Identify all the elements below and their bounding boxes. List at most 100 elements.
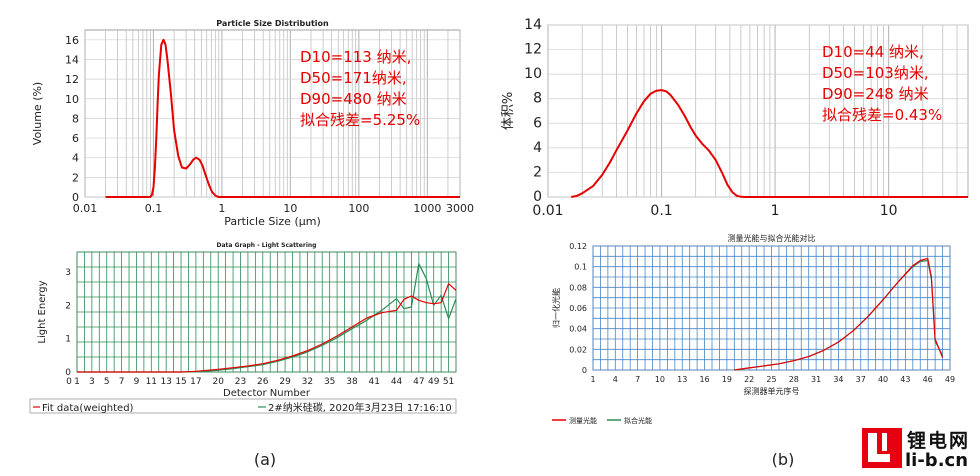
b_bottom-xtick-label: 43	[900, 375, 910, 384]
b_top-annotation: D50=103纳米,	[822, 64, 929, 82]
b_bottom-xtick-label: 46	[923, 375, 933, 384]
b_bottom-xtick-label: 31	[811, 375, 821, 384]
a_bottom-xtick-label: 38	[346, 377, 358, 387]
b_top-ytick-label: 0	[533, 189, 542, 205]
a_bottom-ytick-label: 3	[65, 268, 71, 278]
a_bottom-xtick-label: 26	[257, 377, 269, 387]
a_bottom-ytick-label: 2	[65, 301, 71, 311]
b_top-xtick-label: 10	[880, 203, 898, 219]
b_top-ytick-label: 2	[533, 164, 542, 180]
b_bottom-xtick-label: 19	[722, 375, 732, 384]
a_top-xtick-label: 0.01	[73, 202, 98, 215]
a_top-ytick-label: 0	[72, 191, 79, 204]
b_bottom-ytick-label: 0.12	[569, 242, 587, 251]
a_bottom-title: Data Graph - Light Scattering	[217, 242, 317, 249]
a_bottom-xtick-label: 3	[89, 377, 95, 387]
b_top-series-line	[570, 89, 968, 198]
b_top-xtick-label: 0.1	[650, 203, 672, 219]
b_bottom-xtick-label: 22	[744, 375, 754, 384]
a_top-ytick-label: 2	[72, 171, 79, 184]
a_bottom-xtick-label: 17	[190, 377, 201, 387]
b_bottom-ytick-label: 0.1	[574, 263, 587, 272]
a_bottom-series-line	[77, 283, 457, 373]
a_bottom-legend-label: 2#纳米硅碳, 2020年3月23日 17:16:10	[268, 401, 452, 414]
b_bottom-ytick-label: 0.06	[569, 304, 587, 313]
a_bottom-xtick-label: 29	[279, 377, 291, 387]
b_bottom-xtick-label: 28	[789, 375, 799, 384]
b_bottom-ytick-label: 0.08	[569, 283, 587, 292]
b_top-ytick-label: 12	[524, 42, 542, 58]
b_bottom-ylabel: 归一化光能	[551, 288, 561, 328]
b_bottom-xtick-label: 49	[945, 375, 955, 384]
a_top-ytick-label: 16	[65, 34, 79, 47]
caption-b: (b)	[772, 450, 795, 469]
b_bottom-series-line	[734, 257, 944, 371]
a_top-ytick-label: 8	[72, 112, 79, 125]
a_bottom-xtick-label: 9	[134, 377, 140, 387]
b_top-xtick-label: 0.01	[532, 203, 563, 219]
b_bottom-xtick-label: 37	[856, 375, 866, 384]
a_bottom-xtick-label: 49	[428, 377, 440, 387]
b_top-panel: 0 2 4 6 8 10 12 14 0.01 0.1 1 10 体积% D10=44 纳米, D50=10…	[501, 17, 969, 219]
b_top-ytick-label: 4	[533, 140, 542, 156]
b_bottom-xtick-label: 13	[677, 375, 687, 384]
a_top-xlabel: Particle Size (μm)	[224, 215, 321, 228]
a_top-grid	[84, 30, 461, 197]
a_top-ytick-label: 4	[72, 152, 79, 165]
b_top-xtick-label: 1	[771, 203, 780, 219]
a_top-ytick-label: 10	[65, 93, 79, 106]
a_bottom-xtick-label: 47	[413, 377, 424, 387]
a_top-annotation: 拟合残差=5.25%	[300, 111, 420, 129]
a_top-panel: 0 2 4 6 8 10 12 14 16 0.01 0.1 1 10 100 1000 3000 Partic…	[31, 19, 474, 228]
a_bottom-series-line	[77, 263, 457, 373]
b_bottom-xtick-label: 25	[766, 375, 776, 384]
a_bottom-legend-label: Fit data(weighted)	[42, 403, 134, 414]
a_top-ylabel: Volume (%)	[31, 82, 44, 145]
a_bottom-xtick-label: 5	[104, 377, 110, 387]
a_bottom-xtick-label: 1	[74, 377, 80, 387]
a_top-title: Particle Size Distribution	[216, 19, 329, 28]
b_bottom-xtick-label: 4	[613, 375, 618, 384]
a_top-annotation: D50=171纳米,	[300, 69, 407, 87]
a_top-ytick-label: 14	[65, 53, 79, 66]
b_top-annotation: 拟合残差=0.43%	[822, 106, 942, 124]
logo-icon	[862, 428, 902, 468]
b_bottom-xtick-label: 16	[699, 375, 709, 384]
b_bottom-ytick-label: 0	[582, 366, 587, 375]
a_top-xtick-label: 100	[348, 202, 369, 215]
b_top-ytick-label: 10	[524, 66, 542, 82]
logo-l-glyph	[868, 433, 890, 462]
b_bottom-ytick-label: 0.02	[569, 345, 587, 354]
a_bottom-xtick-label: 20	[212, 377, 224, 387]
b_top-plot-area	[547, 24, 969, 198]
a_top-ytick-label: 6	[72, 132, 79, 145]
b_bottom-xtick-label: 10	[655, 375, 665, 384]
b_bottom-ytick-label: 0.04	[569, 325, 587, 334]
a_bottom-legend-box	[29, 398, 457, 414]
b_top-ytick-label: 6	[533, 115, 542, 131]
a_bottom-xtick-label: 15	[175, 377, 186, 387]
a_bottom-xtick-label: 0	[66, 377, 72, 387]
b_bottom-legend-label: 测量光能	[569, 416, 597, 425]
logo-text: 锂电网	[907, 430, 971, 452]
a_bottom-xtick-label: 51	[443, 377, 454, 387]
a_bottom-ylabel: Light Energy	[37, 280, 48, 343]
b_bottom-xtick-label: 34	[833, 375, 843, 384]
a_top-annotation: D10=113 纳米,	[300, 48, 411, 66]
a_top-annotation: D90=480 纳米	[300, 90, 407, 108]
b_bottom-xtick-label: 1	[590, 375, 595, 384]
b_bottom-panel: 0 0.02 0.04 0.06 0.08 0.1 0.12 1 4 7 10 13 16 19 22 25 2…	[551, 233, 955, 425]
a_bottom-xtick-label: 35	[324, 377, 335, 387]
a_top-xtick-label: 1	[218, 202, 225, 215]
a_bottom-xtick-label: 23	[235, 377, 246, 387]
a_top-xtick-label: 10	[283, 202, 297, 215]
a_bottom-xlabel: Detector Number	[223, 388, 311, 399]
a_bottom-ytick-label: 1	[65, 335, 71, 345]
b_bottom-legend-label: 拟合光能	[624, 416, 652, 425]
a_top-xtick-label: 3000	[446, 202, 474, 215]
a_bottom-xtick-label: 41	[369, 377, 380, 387]
a_top-series-line	[105, 38, 460, 198]
a_top-plot-area	[84, 29, 461, 198]
